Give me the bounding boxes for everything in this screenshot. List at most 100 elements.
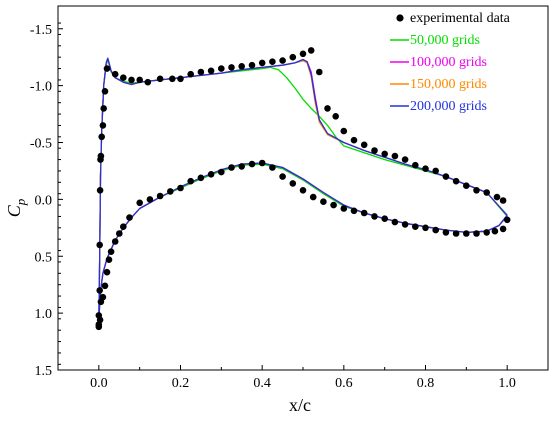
- experimental-data-point: [340, 205, 348, 212]
- experimental-data-point: [391, 218, 399, 226]
- experimental-data-point: [332, 113, 340, 120]
- experimental-data-point: [381, 215, 389, 222]
- experimental-data-point: [258, 59, 266, 67]
- experimental-data-point: [248, 61, 256, 69]
- experimental-data-point: [101, 282, 109, 290]
- experimental-data-point: [493, 193, 501, 201]
- y-axis-label-main: C: [4, 204, 24, 217]
- experimental-data-point: [169, 75, 176, 83]
- experimental-points: [95, 47, 511, 331]
- experimental-data-point: [499, 225, 507, 233]
- experimental-data-point: [401, 156, 409, 163]
- experimental-data-point: [248, 160, 256, 168]
- y-axis-label: Cp: [4, 198, 28, 217]
- legend-label: 100,000 grids: [410, 55, 487, 70]
- experimental-data-point: [473, 187, 480, 194]
- y-tick-label: -1.0: [30, 80, 52, 95]
- experimental-data-point: [207, 67, 215, 75]
- legend-label: 200,000 grids: [410, 99, 487, 114]
- experimental-data-point: [228, 64, 235, 71]
- experimental-data-point: [412, 161, 419, 169]
- experimental-data-point: [120, 223, 127, 230]
- experimental-data-point: [269, 58, 276, 65]
- experimental-data-point: [269, 164, 276, 171]
- y-tick-label: 0.5: [35, 250, 53, 265]
- experimental-data-point: [156, 75, 164, 83]
- experimental-data-point: [309, 193, 317, 201]
- experimental-data-point: [279, 173, 286, 180]
- experimental-data-point: [187, 70, 194, 78]
- experimental-data-point: [120, 74, 127, 81]
- experimental-data-point: [177, 184, 184, 192]
- experimental-data-point: [207, 171, 215, 178]
- experimental-data-point: [144, 78, 152, 86]
- experimental-data-point: [324, 105, 331, 112]
- experimental-data-point: [156, 192, 164, 200]
- experimental-data-point: [103, 65, 111, 72]
- x-tick-label: 0.6: [335, 376, 353, 391]
- experimental-data-point: [238, 163, 245, 170]
- x-tick-label: 0.4: [253, 376, 271, 391]
- experimental-data-point: [316, 68, 323, 76]
- experimental-data-point: [128, 76, 135, 84]
- experimental-data-point: [99, 122, 107, 129]
- experimental-data-point: [279, 57, 286, 64]
- y-tick-label: -0.5: [30, 137, 52, 152]
- experimental-data-point: [463, 182, 470, 189]
- experimental-data-point: [105, 256, 113, 264]
- experimental-data-point: [238, 63, 245, 70]
- experimental-data-point: [136, 199, 143, 207]
- experimental-data-point: [307, 47, 315, 54]
- experimental-data-point: [473, 230, 480, 237]
- experimental-data-point: [503, 216, 511, 224]
- experimental-data-point: [107, 248, 115, 255]
- experimental-data-point: [360, 209, 368, 217]
- experimental-data-point: [422, 224, 429, 232]
- experimental-data-point: [299, 50, 307, 58]
- experimental-data-point: [96, 241, 103, 249]
- experimental-data-point: [360, 141, 368, 149]
- experimental-data-point: [432, 226, 440, 234]
- experimental-data-point: [320, 198, 327, 205]
- experimental-data-point: [167, 188, 174, 195]
- experimental-data-point: [350, 136, 358, 144]
- experimental-data-point: [299, 187, 307, 194]
- experimental-data-point: [442, 173, 450, 180]
- experimental-data-point: [330, 201, 337, 209]
- y-tick-label: 0.0: [35, 193, 53, 208]
- experimental-data-point: [442, 229, 450, 236]
- experimental-data-point: [289, 53, 297, 61]
- experimental-data-point: [289, 180, 297, 187]
- legend: experimental data 50,000 grids 100,000 gri…: [390, 11, 511, 114]
- experimental-data-point: [197, 68, 205, 76]
- experimental-data-point: [401, 221, 409, 228]
- experimental-data-point: [103, 268, 111, 276]
- legend-label: 150,000 grids: [410, 77, 487, 92]
- experimental-data-point: [97, 152, 105, 160]
- experimental-data-point: [218, 168, 225, 176]
- experimental-data-point: [452, 230, 460, 237]
- experimental-data-point: [422, 165, 429, 172]
- experimental-data-point: [258, 159, 266, 167]
- experimental-data-point: [96, 287, 103, 294]
- y-tick-label: -1.5: [30, 23, 52, 38]
- experimental-data-point: [432, 167, 440, 175]
- experimental-data-point: [177, 75, 184, 83]
- experimental-data-point: [116, 230, 123, 237]
- experimental-data-point: [463, 230, 470, 237]
- y-tick-label: 1.0: [35, 307, 53, 322]
- experimental-data-point: [371, 147, 378, 154]
- experimental-data-point: [96, 316, 104, 324]
- experimental-data-point: [483, 229, 491, 236]
- experimental-data-point: [452, 177, 460, 185]
- experimental-data-point: [491, 227, 499, 235]
- experimental-data-point: [97, 298, 105, 306]
- x-tick-label: 0.0: [90, 376, 108, 391]
- experimental-data-point: [98, 133, 105, 141]
- y-axis-label-subscript: p: [13, 198, 28, 206]
- x-tick-label: 0.8: [417, 376, 435, 391]
- experimental-data-point: [197, 174, 205, 182]
- x-tick-label: 0.2: [172, 376, 190, 391]
- experimental-data-point: [111, 70, 119, 78]
- experimental-data-point: [111, 238, 119, 245]
